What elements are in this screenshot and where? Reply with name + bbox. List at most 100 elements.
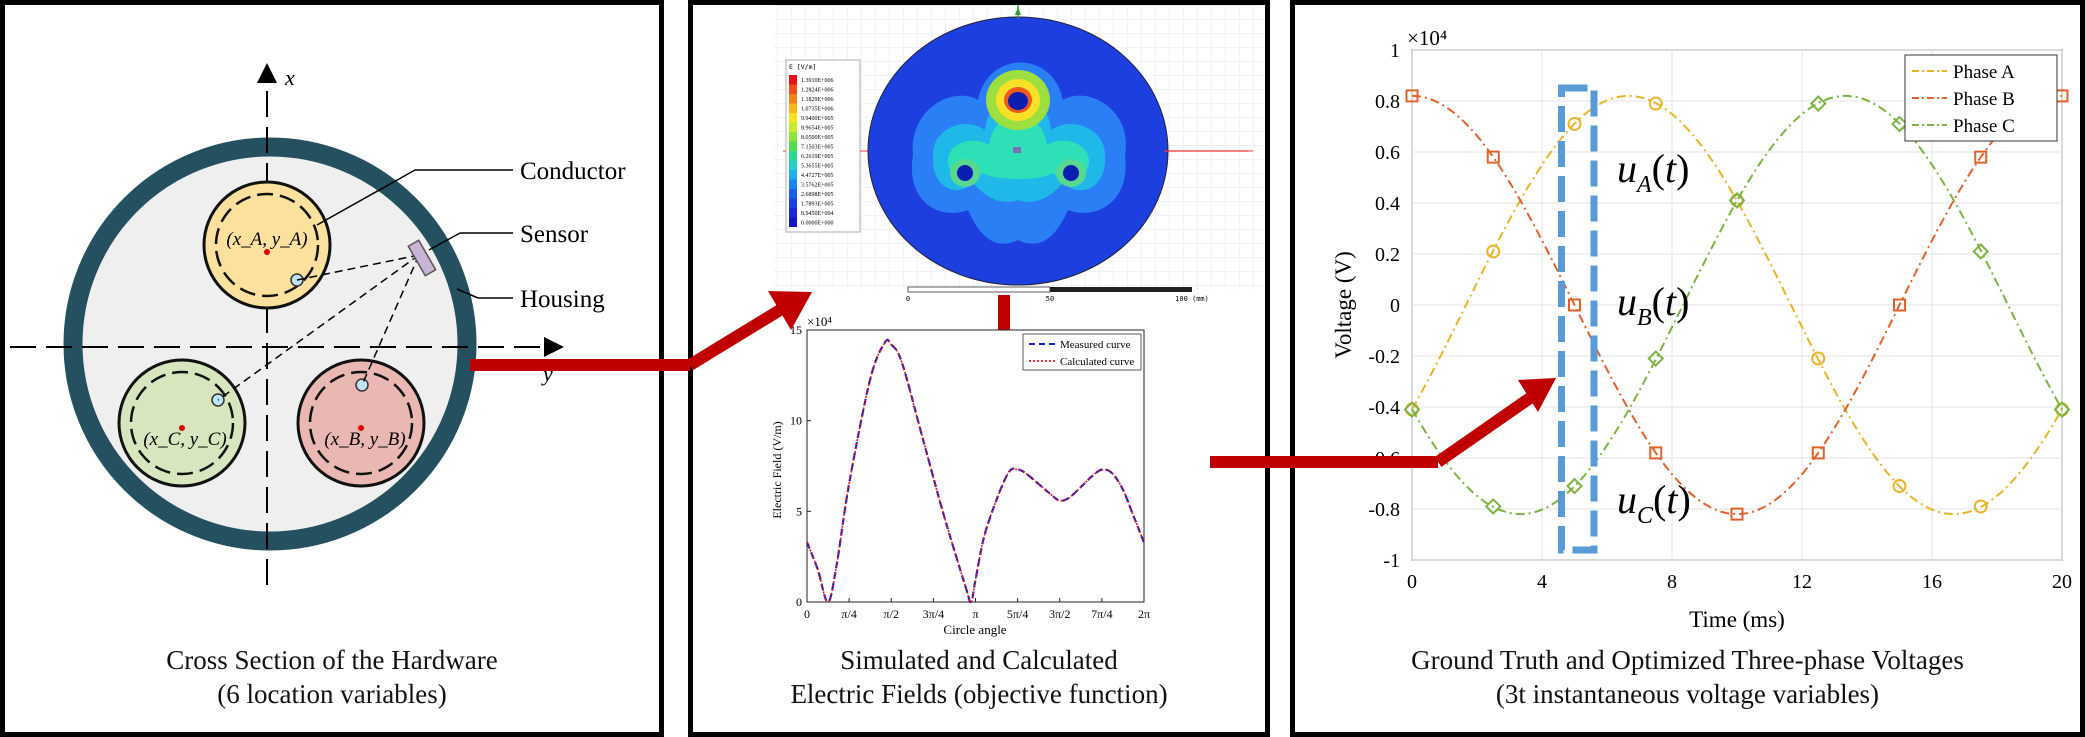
panel2-caption: Simulated and Calculated Electric Fields…	[693, 643, 1265, 711]
fem-legend-swatch	[789, 179, 797, 189]
voltage-ytick-label: -1	[1383, 550, 1400, 572]
fem-legend-value: 0.0000E+000	[801, 221, 834, 227]
conductor-callout	[316, 169, 416, 226]
efield-xtick-label: 7π/4	[1091, 607, 1112, 621]
voltage-xtick-label: 12	[1792, 571, 1812, 593]
fem-legend-swatch	[789, 132, 797, 142]
fem-legend-swatch	[789, 75, 797, 85]
phase-a-marker	[1892, 479, 1907, 494]
voltage-xtick-label: 0	[1407, 571, 1417, 593]
phase-c-marker	[1403, 401, 1421, 418]
conductor-label: Conductor	[520, 158, 626, 185]
efield-xtick-label: 3π/4	[923, 607, 944, 621]
voltage-ytick-label: -0.4	[1368, 397, 1400, 419]
fem-legend-swatch	[789, 122, 797, 132]
fem-legend-value: 3.5762E+005	[801, 183, 834, 189]
fem-legend-title: E [V/m]	[789, 63, 816, 71]
phase-b-marker	[1486, 150, 1500, 164]
panel3-caption-line2: (3t instantaneous voltage variables)	[1495, 679, 1880, 709]
fem-legend-value: 1.3910E+006	[801, 78, 834, 84]
voltage-xtick-label: 20	[2052, 571, 2072, 593]
electric-field-chart: ×10⁴ Electric Field (V/m) Circle angle 0…	[773, 314, 1150, 637]
voltage-ylabel: Voltage (V)	[1331, 251, 1356, 359]
label-ua: uA(t)	[1617, 146, 1689, 198]
panel-cross-section: x y	[0, 0, 664, 737]
panel3-caption: Ground Truth and Optimized Three-phase V…	[1295, 643, 2080, 711]
phase-b-marker	[1649, 446, 1663, 460]
efield-exponent: ×10⁴	[807, 314, 832, 329]
fem-legend-value: 8.9654E+005	[801, 126, 834, 132]
efield-xtick-label: π/4	[841, 607, 856, 621]
voltage-exponent: ×10⁴	[1407, 26, 1447, 50]
fem-legend-value: 8.9450E+004	[801, 211, 834, 217]
legend-phase-a: Phase A	[1953, 62, 2015, 83]
voltage-ytick-label: -0.2	[1368, 346, 1400, 368]
label-uc: uC(t)	[1617, 477, 1691, 529]
phase-a-marker	[1648, 96, 1663, 111]
legend-phase-b: Phase B	[1953, 89, 2015, 110]
phase-c-marker	[1809, 95, 1827, 112]
voltage-ytick-label: 0.2	[1375, 244, 1400, 266]
phase-c-marker	[1891, 115, 1908, 133]
phase-a-marker	[1486, 244, 1501, 259]
legend-phase-c: Phase C	[1953, 116, 2015, 137]
voltage-xlabel: Time (ms)	[1689, 607, 1785, 632]
phase-a-marker	[1567, 116, 1582, 131]
phase-b-marker	[1405, 89, 1419, 103]
fem-legend-swatch	[789, 170, 797, 180]
efield-ytick-label: 5	[796, 504, 802, 518]
fem-legend-value: 8.0500E+005	[801, 135, 834, 141]
fem-legend-swatch	[789, 189, 797, 199]
efield-legend: Measured curve Calculated curve	[1022, 333, 1142, 371]
conductor-b	[296, 358, 426, 488]
efield-xtick-label: π/2	[884, 607, 899, 621]
fem-legend-value: 7.1503E+005	[801, 145, 834, 151]
sensor-callout	[428, 232, 461, 251]
voltage-ytick-label: 1	[1390, 40, 1400, 62]
panel1-caption: Cross Section of the Hardware (6 locatio…	[5, 643, 659, 711]
panel-simulation: E [V/m] 1.3910E+006 1.2824E+006 1.1829E+00…	[688, 0, 1270, 737]
housing-callout	[456, 288, 479, 299]
efield-xtick-label: 2π	[1138, 607, 1150, 621]
fem-scale-0: 0	[906, 295, 910, 303]
panel1-caption-line2: (6 location variables)	[217, 679, 447, 709]
fem-legend-swatch	[789, 103, 797, 113]
fem-legend-value: 5.3655E+005	[801, 164, 834, 170]
efield-legend-calculated: Calculated curve	[1060, 356, 1134, 368]
efield-plot-frame	[806, 329, 1145, 603]
phase-b-marker	[1811, 446, 1825, 460]
fem-legend-swatch	[789, 208, 797, 218]
panel3-caption-line1: Ground Truth and Optimized Three-phase V…	[1411, 645, 1964, 675]
housing-label: Housing	[520, 286, 605, 313]
voltage-xtick-label: 4	[1537, 571, 1547, 593]
efield-xlabel: Circle angle	[943, 622, 1006, 637]
panel2-caption-line2: Electric Fields (objective function)	[790, 679, 1168, 709]
fem-legend-swatch	[789, 84, 797, 94]
phase-b-marker	[1974, 150, 1988, 164]
phase-a-marker	[1973, 499, 1988, 514]
fem-legend-swatch	[789, 198, 797, 208]
fem-legend-swatch	[789, 217, 797, 227]
efield-xtick-label: 0	[804, 607, 810, 621]
phase-b-marker	[1568, 298, 1581, 312]
efield-ytick-label: 10	[790, 414, 802, 428]
sensor	[407, 239, 437, 277]
conductor-b-point	[355, 378, 369, 392]
phase-b-marker	[1893, 298, 1906, 312]
phase-c-marker	[2053, 401, 2071, 418]
efield-ylabel: Electric Field (V/m)	[773, 421, 784, 518]
fem-field-plot: E [V/m] 1.3910E+006 1.2824E+006 1.1829E+00…	[773, 5, 1263, 303]
fem-scale-50: 50	[1046, 295, 1054, 303]
panel1-caption-line1: Cross Section of the Hardware	[166, 645, 498, 675]
fem-legend-value: 2.6898E+005	[801, 192, 834, 198]
voltage-legend: Phase A Phase B Phase C	[1904, 54, 2058, 142]
fem-legend-value: 4.4727E+005	[801, 173, 834, 179]
efield-ytick-label: 15	[790, 323, 802, 337]
voltage-chart: 1 0.8 0.6 0.4 0.2 0 -0.2 -0.4 -0.6 -0.8 -1 0 4 8 12 16 2…	[1331, 26, 2072, 632]
voltage-xtick-label: 16	[1922, 571, 1942, 593]
efield-xtick-label: 5π/4	[1007, 607, 1028, 621]
sensor-sight-lines	[217, 254, 420, 401]
phase-c-marker	[1972, 243, 1990, 260]
coord-a: (x_A, y_A)	[226, 229, 307, 250]
fem-legend-swatch	[789, 141, 797, 151]
